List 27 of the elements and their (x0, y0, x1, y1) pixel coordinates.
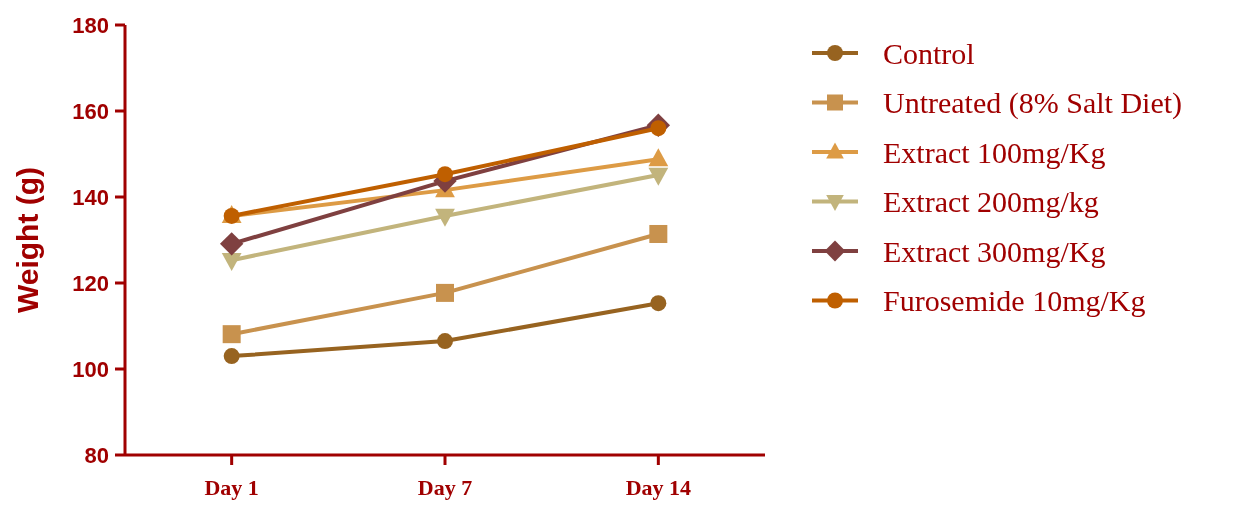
point (648, 148, 669, 167)
y-tick-label: 100 (72, 356, 109, 382)
point (649, 224, 668, 243)
legend-label: Extract 300mg/Kg (883, 234, 1106, 268)
legend-label: Furosemide 10mg/Kg (883, 284, 1146, 317)
point (222, 325, 241, 344)
legend-label: Extract 200mg/kg (883, 185, 1099, 218)
point (437, 333, 453, 350)
point (223, 348, 240, 365)
point (219, 232, 244, 256)
x-tick-label: Day 14 (625, 475, 692, 500)
point (437, 166, 453, 183)
y-axis-title: Weight (g) (11, 166, 44, 314)
legend-label: Untreated (8% Salt Diet) (883, 86, 1183, 120)
y-tick-label: 80 (84, 442, 109, 468)
y-tick-label: 160 (72, 98, 109, 124)
x-tick-label: Day 1 (204, 475, 259, 500)
y-tick-label: 140 (72, 184, 109, 210)
x-tick-label: Day 7 (417, 475, 473, 500)
point (435, 208, 455, 227)
point (648, 167, 669, 186)
legend-label: Extract 100mg/Kg (883, 135, 1106, 169)
y-tick-label: 120 (72, 270, 109, 296)
legend-label: Control (883, 36, 975, 70)
point (650, 295, 667, 312)
point (436, 283, 454, 302)
y-tick-label: 180 (72, 12, 109, 38)
